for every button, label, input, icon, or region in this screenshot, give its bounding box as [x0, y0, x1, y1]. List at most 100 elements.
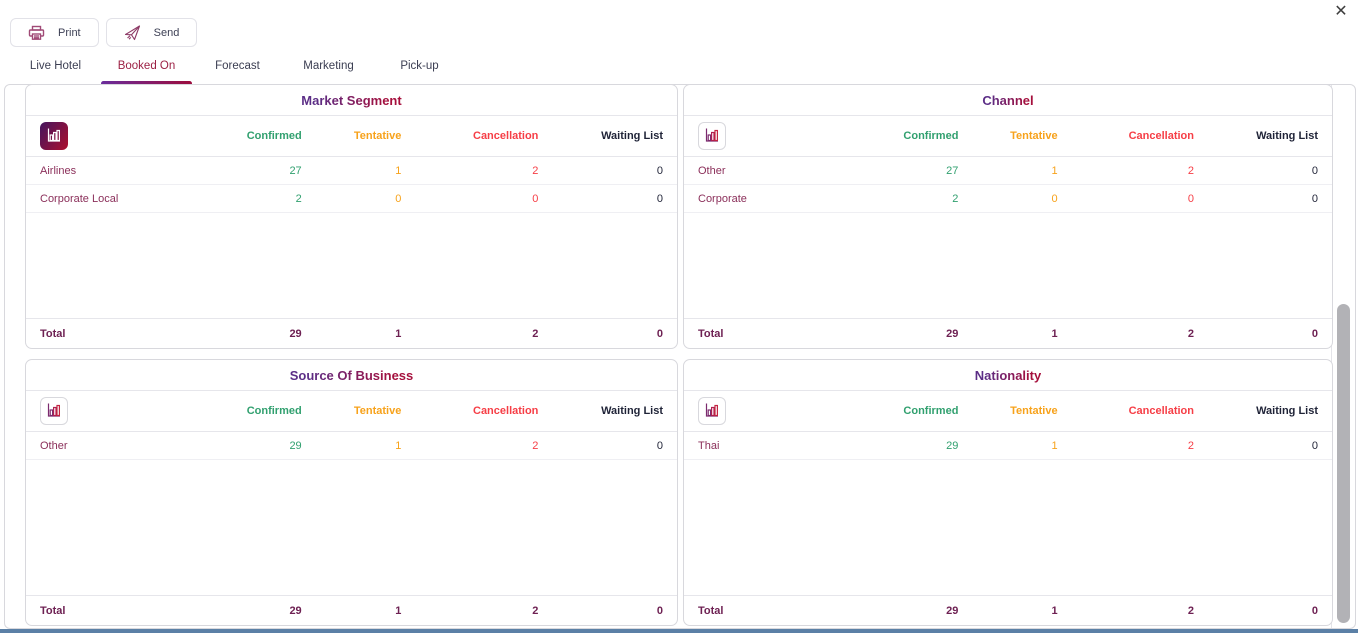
bar-chart-icon — [704, 127, 720, 146]
total-label: Total — [40, 604, 66, 617]
cell-waiting-list: 0 — [1311, 192, 1318, 205]
tab-marketing[interactable]: Marketing — [303, 60, 354, 72]
cell-tentative: 1 — [1051, 164, 1058, 177]
total-confirmed: 29 — [289, 604, 302, 617]
row-label: Other — [40, 439, 68, 452]
chart-toggle-cell — [698, 122, 822, 150]
column-header-waiting-list: Waiting List — [601, 130, 663, 142]
cell-tentative: 1 — [395, 439, 402, 452]
print-button-label: Print — [58, 26, 81, 39]
send-button-label: Send — [153, 26, 180, 39]
total-row: Total 29 1 2 0 — [684, 595, 1332, 625]
bar-chart-toggle-button[interactable] — [40, 397, 68, 425]
panel-header-row: Confirmed Tentative Cancellation Waiting Li… — [684, 391, 1332, 432]
panel-title: Channel — [684, 85, 1332, 116]
tab-live-hotel[interactable]: Live Hotel — [29, 60, 82, 72]
column-header-confirmed: Confirmed — [903, 130, 959, 142]
chart-toggle-cell — [40, 397, 165, 425]
column-header-cancellation: Cancellation — [1128, 405, 1194, 417]
cell-waiting-list: 0 — [1311, 164, 1318, 177]
total-tentative: 1 — [1051, 604, 1058, 617]
table-row: Other 27 1 2 0 — [684, 157, 1332, 185]
total-waiting-list: 0 — [656, 327, 663, 340]
cell-confirmed: 2 — [952, 192, 959, 205]
panel-title-text: Channel — [982, 93, 1034, 108]
table-row: Thai 29 1 2 0 — [684, 432, 1332, 460]
table-row: Other 29 1 2 0 — [26, 432, 677, 460]
cell-cancellation: 2 — [1187, 439, 1194, 452]
total-tentative: 1 — [1051, 327, 1058, 340]
column-header-cancellation: Cancellation — [1128, 130, 1194, 142]
total-cancellation: 2 — [532, 604, 539, 617]
total-confirmed: 29 — [946, 327, 959, 340]
total-tentative: 1 — [395, 604, 402, 617]
total-confirmed: 29 — [946, 604, 959, 617]
column-header-waiting-list: Waiting List — [1256, 130, 1318, 142]
table-row: Corporate Local 2 0 0 0 — [26, 185, 677, 213]
tab-booked-on[interactable]: Booked On — [101, 57, 192, 86]
panel-spacer — [684, 213, 1332, 318]
column-header-confirmed: Confirmed — [246, 130, 302, 142]
panel-title-text: Nationality — [974, 368, 1042, 383]
total-row: Total 29 1 2 0 — [684, 318, 1332, 348]
cell-tentative: 0 — [395, 192, 402, 205]
scrollbar-track[interactable] — [1331, 85, 1355, 628]
table-row: Airlines 27 1 2 0 — [26, 157, 677, 185]
row-label: Corporate — [698, 192, 747, 205]
bar-chart-toggle-button[interactable] — [40, 122, 68, 150]
cell-confirmed: 27 — [289, 164, 302, 177]
send-button[interactable]: Send — [105, 18, 198, 47]
total-waiting-list: 0 — [1311, 327, 1318, 340]
panel-channel: Channel Confirmed Tentative Cancellation Wai… — [683, 84, 1333, 349]
column-header-tentative: Tentative — [1010, 405, 1058, 417]
print-button[interactable]: Print — [10, 18, 99, 47]
toolbar: Print Send — [10, 18, 198, 47]
tab-pick-up[interactable]: Pick-up — [400, 60, 439, 72]
cell-cancellation: 2 — [532, 164, 539, 177]
panel-title: Market Segment — [26, 85, 677, 116]
column-header-confirmed: Confirmed — [903, 405, 959, 417]
panel-header-row: Confirmed Tentative Cancellation Waiting Li… — [26, 116, 677, 157]
bar-chart-icon — [46, 402, 62, 421]
cell-confirmed: 29 — [946, 439, 959, 452]
tab-forecast[interactable]: Forecast — [215, 60, 260, 72]
row-label: Other — [698, 164, 726, 177]
cell-waiting-list: 0 — [656, 439, 663, 452]
cell-waiting-list: 0 — [656, 164, 663, 177]
column-header-tentative: Tentative — [353, 405, 402, 417]
bar-chart-toggle-button[interactable] — [698, 122, 726, 150]
bar-chart-icon — [704, 402, 720, 421]
paper-plane-icon — [124, 24, 141, 41]
total-cancellation: 2 — [1187, 327, 1194, 340]
cell-confirmed: 2 — [295, 192, 302, 205]
content-area: Market Segment Confirmed Tentative Cancella… — [4, 84, 1356, 629]
close-icon[interactable]: ✕ — [1334, 3, 1348, 20]
chart-toggle-cell — [40, 122, 165, 150]
total-label: Total — [40, 327, 66, 340]
printer-icon — [28, 25, 45, 41]
panel-market-segment: Market Segment Confirmed Tentative Cancella… — [25, 84, 678, 349]
cell-tentative: 1 — [1051, 439, 1058, 452]
bar-chart-icon — [46, 127, 62, 146]
total-label: Total — [698, 327, 724, 340]
row-label: Thai — [698, 439, 720, 452]
column-header-waiting-list: Waiting List — [1256, 405, 1318, 417]
panel-header-row: Confirmed Tentative Cancellation Waiting Li… — [684, 116, 1332, 157]
cell-confirmed: 29 — [289, 439, 302, 452]
panel-title-text: Source Of Business — [289, 368, 414, 383]
tab-bar: Live Hotel Booked On Forecast Marketing Pick… — [10, 57, 465, 86]
column-header-confirmed: Confirmed — [246, 405, 302, 417]
total-tentative: 1 — [395, 327, 402, 340]
bar-chart-toggle-button[interactable] — [698, 397, 726, 425]
scrollbar-thumb[interactable] — [1337, 304, 1350, 623]
panel-spacer — [684, 460, 1332, 595]
total-cancellation: 2 — [1187, 604, 1194, 617]
row-label: Corporate Local — [40, 192, 119, 205]
chart-toggle-cell — [698, 397, 822, 425]
cell-cancellation: 0 — [532, 192, 539, 205]
panel-source-of-business: Source Of Business Confirmed Tentative Canc… — [25, 359, 678, 626]
cell-tentative: 0 — [1051, 192, 1058, 205]
cell-confirmed: 27 — [946, 164, 959, 177]
panel-title: Source Of Business — [26, 360, 677, 391]
total-row: Total 29 1 2 0 — [26, 318, 677, 348]
